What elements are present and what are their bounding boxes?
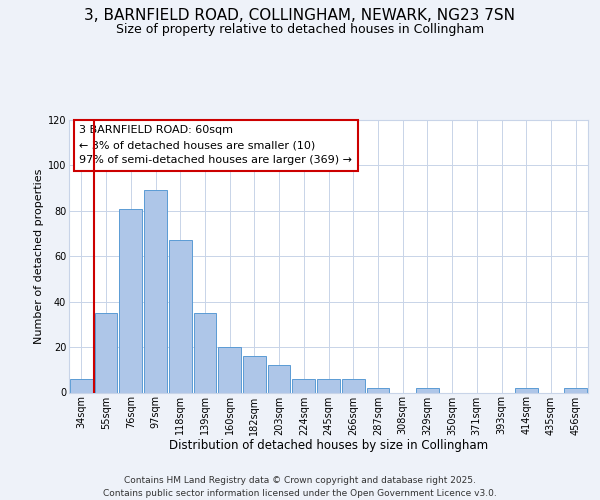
Bar — [564, 388, 587, 392]
Bar — [292, 379, 315, 392]
Text: Contains public sector information licensed under the Open Government Licence v3: Contains public sector information licen… — [103, 489, 497, 498]
X-axis label: Distribution of detached houses by size in Collingham: Distribution of detached houses by size … — [169, 439, 488, 452]
Bar — [243, 356, 266, 393]
Bar — [268, 365, 290, 392]
Bar — [95, 313, 118, 392]
Bar — [342, 379, 365, 392]
Text: Contains HM Land Registry data © Crown copyright and database right 2025.: Contains HM Land Registry data © Crown c… — [124, 476, 476, 485]
Y-axis label: Number of detached properties: Number of detached properties — [34, 168, 44, 344]
Bar — [144, 190, 167, 392]
Bar — [119, 208, 142, 392]
Bar — [367, 388, 389, 392]
Text: Size of property relative to detached houses in Collingham: Size of property relative to detached ho… — [116, 22, 484, 36]
Bar — [218, 347, 241, 393]
Bar — [169, 240, 191, 392]
Text: 3, BARNFIELD ROAD, COLLINGHAM, NEWARK, NG23 7SN: 3, BARNFIELD ROAD, COLLINGHAM, NEWARK, N… — [85, 8, 515, 22]
Bar — [515, 388, 538, 392]
Bar — [416, 388, 439, 392]
Bar — [70, 379, 93, 392]
Bar — [317, 379, 340, 392]
Text: 3 BARNFIELD ROAD: 60sqm
← 3% of detached houses are smaller (10)
97% of semi-det: 3 BARNFIELD ROAD: 60sqm ← 3% of detached… — [79, 126, 352, 165]
Bar — [194, 313, 216, 392]
